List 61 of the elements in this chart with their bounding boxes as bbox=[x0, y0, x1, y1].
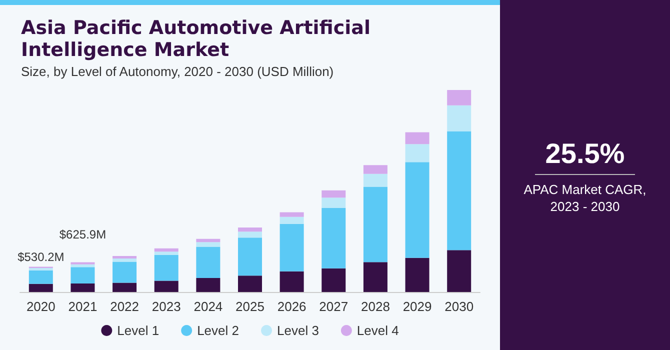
bar bbox=[28, 284, 53, 292]
bar bbox=[112, 262, 137, 283]
x-tick-label: 2028 bbox=[360, 299, 390, 314]
x-tick-label: 2025 bbox=[236, 299, 264, 314]
bar bbox=[405, 162, 430, 258]
bar bbox=[405, 258, 430, 292]
bar bbox=[196, 238, 220, 242]
bar bbox=[322, 268, 346, 292]
bar bbox=[154, 280, 178, 292]
x-tick-label: 2023 bbox=[152, 299, 181, 314]
bar bbox=[322, 208, 346, 268]
bar bbox=[280, 271, 304, 292]
bar bbox=[280, 212, 304, 217]
legend-label: Level 2 bbox=[197, 323, 239, 338]
bar bbox=[363, 174, 388, 187]
bar bbox=[154, 254, 178, 281]
bar bbox=[280, 224, 304, 272]
text: 25.5% bbox=[535, 138, 635, 175]
text: APAC Market CAGR, 2023 - 2030 bbox=[522, 181, 648, 215]
bar bbox=[280, 216, 304, 224]
bar bbox=[447, 250, 472, 292]
annotation: $530.2M bbox=[18, 250, 64, 264]
bar bbox=[322, 198, 346, 208]
legend-label: Level 1 bbox=[117, 323, 160, 338]
x-tick-label: 2022 bbox=[110, 299, 140, 314]
bar bbox=[196, 242, 220, 247]
x-tick-label: 2030 bbox=[444, 299, 474, 314]
annotation: $625.9M bbox=[59, 227, 106, 242]
legend-label: Level 4 bbox=[356, 323, 399, 338]
bar bbox=[112, 258, 137, 262]
bar bbox=[447, 131, 472, 250]
bar bbox=[238, 228, 262, 232]
x-tick-label: 2026 bbox=[277, 299, 306, 314]
bar bbox=[405, 144, 430, 162]
bar bbox=[196, 278, 220, 292]
x-tick-label: 2020 bbox=[26, 299, 56, 314]
chart-subtitle: Size, by Level of Autonomy, 2020 - 2030 (USD Million) bbox=[21, 64, 334, 79]
bar bbox=[70, 267, 95, 284]
bar bbox=[447, 90, 472, 106]
bar bbox=[238, 276, 262, 292]
x-tick-label: 2024 bbox=[194, 299, 223, 314]
x-tick-label: 2029 bbox=[402, 299, 432, 314]
bar bbox=[322, 190, 346, 198]
x-tick-label: 2027 bbox=[319, 299, 348, 314]
chart-title: Asia Pacific Automotive Artificial Intelligence Market bbox=[21, 17, 378, 61]
bar bbox=[154, 252, 178, 255]
legend-label: Level 3 bbox=[277, 323, 319, 338]
bar bbox=[28, 268, 53, 270]
bar bbox=[363, 186, 388, 262]
x-tick-label: 2021 bbox=[68, 299, 98, 314]
bar bbox=[238, 232, 262, 238]
bar bbox=[154, 248, 178, 252]
bar bbox=[112, 282, 137, 292]
bar bbox=[363, 165, 388, 174]
bar bbox=[238, 238, 262, 276]
bar bbox=[447, 105, 472, 132]
bar bbox=[196, 246, 220, 278]
bar bbox=[363, 262, 388, 292]
bar bbox=[405, 132, 430, 144]
bar bbox=[28, 270, 53, 284]
bar bbox=[70, 284, 95, 292]
